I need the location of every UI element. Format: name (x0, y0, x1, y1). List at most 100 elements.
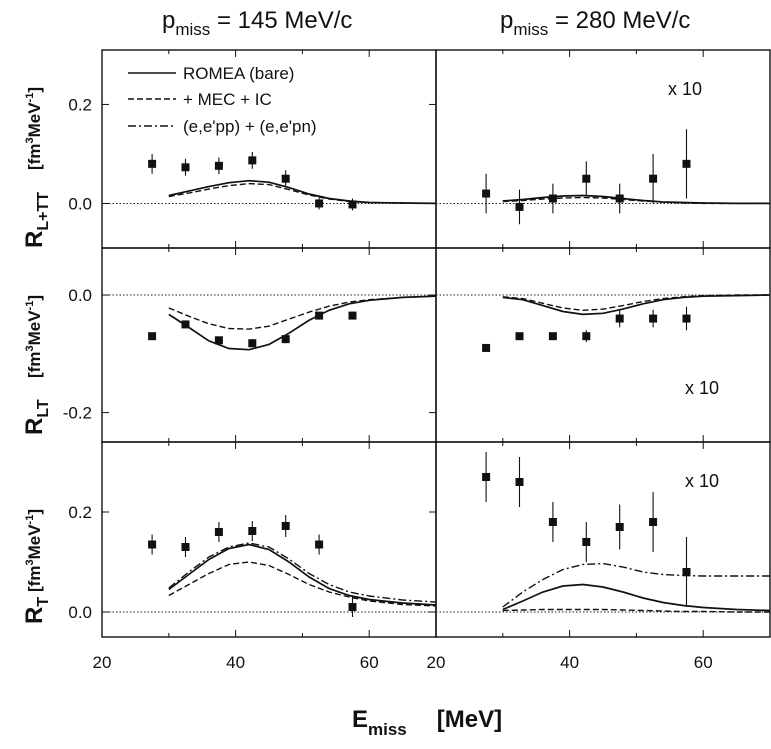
curve-solid (502, 294, 771, 316)
data-point (148, 332, 157, 341)
ylabel-row-1-unit-sup2: -1 (24, 93, 36, 103)
ylabel-row-1-sub: L+TT (35, 192, 52, 231)
legend: ROMEA (bare) + MEC + IC (e,e'pp) + (e,e'… (128, 64, 317, 136)
data-point (649, 314, 658, 323)
data-point (548, 332, 557, 341)
ylabel-row-3-sub: T (35, 597, 52, 607)
xlabel: Emiss [MeV] (352, 706, 502, 739)
xlabel-unit: [MeV] (437, 706, 502, 733)
data-point (148, 159, 157, 168)
ylabel-row-3-unit-sup: 3 (24, 559, 36, 565)
y-tick-label: 0.0 (68, 194, 92, 213)
data-point (649, 174, 658, 183)
ylabel-row-3-unit-open: [fm (25, 566, 44, 592)
data-point (181, 320, 190, 329)
right-title-prefix: p (500, 7, 513, 34)
curve-solid (168, 295, 437, 351)
data-point (181, 543, 190, 551)
data-point (482, 343, 491, 352)
y-tick-label: 0.0 (68, 286, 92, 305)
data-point (482, 473, 491, 481)
data-point (548, 194, 557, 203)
data-point (148, 540, 157, 549)
ylabel-row-3-unit-sup2: -1 (24, 515, 36, 525)
left-title-suffix: = 145 MeV/c (210, 7, 352, 34)
left-title-sub: miss (175, 20, 210, 39)
panel-3-2: 20 40 60 x 10 (427, 441, 771, 672)
ylabel-row-3-unit-mid: MeV (25, 524, 44, 560)
curve-solid (168, 179, 437, 205)
panel-3-1: 0.0 0.2 20 40 60 (68, 441, 437, 672)
xlabel-main: E (352, 706, 368, 733)
panel-frame (435, 49, 771, 249)
panels: 0.0 0.2 x 10 0.0 -0.2 x 10 0.0 0.2 20 40 60 20 40 60 x… (63, 49, 771, 672)
ylabel-row-1-unit: [fm3MeV-1] (24, 87, 44, 170)
ylabel-row-2: RLT (21, 399, 52, 435)
data-point (214, 161, 223, 170)
data-point (315, 311, 324, 320)
x-tick-label: 20 (93, 653, 112, 672)
data-point (248, 156, 257, 165)
ylabel-row-3-unit-close: ] (25, 509, 44, 515)
data-point (214, 528, 223, 536)
ylabel-row-2-unit: [fm3MeV-1] (24, 295, 44, 378)
curve-solid (168, 543, 437, 606)
legend-label-romea: ROMEA (bare) (183, 64, 294, 83)
ylabel-row-1-main: R (21, 231, 48, 248)
y-tick-label: -0.2 (63, 404, 92, 423)
legend-label-twonucleon: (e,e'pp) + (e,e'pn) (183, 117, 317, 136)
panel-1-2: x 10 (435, 49, 771, 249)
ylabel-row-3: RT (21, 597, 52, 624)
right-title-suffix: = 280 MeV/c (548, 7, 690, 34)
left-column-title: pmiss = 145 MeV/c (162, 7, 352, 39)
data-point (348, 200, 357, 209)
data-point (281, 174, 290, 183)
data-point (682, 159, 691, 168)
data-point (281, 335, 290, 344)
y-tick-label: 0.0 (68, 603, 92, 622)
panel-1-1: 0.0 0.2 (68, 49, 437, 249)
xlabel-sub: miss (368, 720, 407, 739)
left-title-prefix: p (162, 7, 175, 34)
ylabel-row-2-unit-open: [fm (25, 352, 44, 378)
right-column-title: pmiss = 280 MeV/c (500, 7, 690, 39)
curve-dashdot (502, 562, 770, 608)
x-tick-label: 40 (226, 653, 245, 672)
data-point (615, 523, 624, 531)
curve-dashed (168, 182, 437, 205)
panel-2-1: 0.0 -0.2 (63, 247, 437, 443)
y-tick-label: 0.2 (68, 503, 92, 522)
scale-note: x 10 (685, 378, 719, 398)
data-point (248, 339, 257, 348)
curve-dashed (168, 295, 437, 330)
curve-dashed (502, 294, 770, 312)
curve-dashdot (168, 542, 437, 603)
data-point (248, 527, 257, 535)
data-point (582, 538, 591, 546)
y-tick-label: 0.2 (68, 95, 92, 114)
ylabel-row-2-unit-sup: 3 (24, 345, 36, 351)
ylabel-row-2-sub: LT (35, 399, 52, 418)
scale-note: x 10 (685, 471, 719, 491)
ylabel-row-1: RL+TT (21, 192, 52, 248)
data-point (582, 174, 591, 183)
data-point (515, 478, 524, 486)
ylabel-row-3-unit: [fm3MeV-1] (24, 509, 44, 592)
data-point (348, 603, 357, 611)
x-tick-label: 20 (427, 653, 446, 672)
panel-2-2: x 10 (435, 247, 771, 443)
data-point (515, 332, 524, 341)
ylabel-row-2-unit-mid: MeV (25, 310, 44, 346)
right-title-sub: miss (513, 20, 548, 39)
panel-frame (435, 441, 771, 638)
data-point (315, 199, 324, 208)
curve-solid (502, 583, 771, 612)
data-point (181, 163, 190, 172)
data-point (582, 332, 591, 341)
ylabel-row-2-main: R (21, 418, 48, 435)
ylabel-row-1-unit-open: [fm (25, 144, 44, 170)
data-point (615, 314, 624, 323)
data-point (348, 311, 357, 320)
data-point (482, 189, 491, 198)
